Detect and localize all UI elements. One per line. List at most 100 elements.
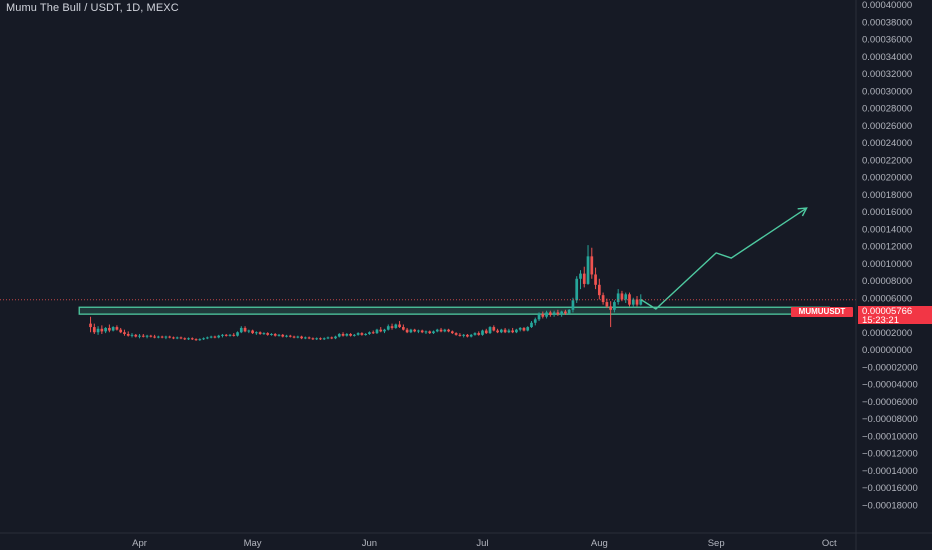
candle [428,330,432,334]
candle-body [368,332,371,334]
candle-body [447,329,450,332]
candle-body [217,335,221,338]
candle [304,336,307,340]
price-tick-label: 0.00022000 [862,155,912,166]
candle [168,335,172,339]
candle-body [601,295,605,303]
candle [262,332,266,335]
candle-body [401,327,405,330]
candle [401,324,405,331]
candle [330,336,334,340]
price-tick-label: −0.00018000 [862,500,918,511]
candle-body [258,332,262,334]
price-tick-label: −0.00008000 [862,414,918,425]
candle [420,329,424,334]
candle-body [522,327,526,331]
candle-body [394,324,398,328]
candle-body [209,336,213,338]
candle [417,329,420,334]
candle-body [567,309,571,314]
candle [334,335,337,340]
candle-body [620,293,624,300]
time-tick-label: Jun [362,538,377,549]
candle-body [255,332,258,334]
candle-body [300,336,303,339]
candle-body [311,338,315,340]
candle [164,335,168,340]
candle-body [496,330,499,333]
candle-body [413,329,417,332]
candle-body [206,337,209,339]
support-zone-rect[interactable] [78,306,830,315]
candle [134,333,138,338]
candle-body [108,327,111,331]
candle-body [379,329,383,332]
candle [232,333,236,337]
candle-body [409,329,413,333]
candle-body [345,333,349,336]
candle-body [172,337,175,339]
candle [149,334,153,338]
candle [206,336,209,340]
price-tick-label: 0.00016000 [862,207,912,218]
candle-body [420,330,424,333]
price-tick-label: −0.00004000 [862,380,918,391]
candle [488,326,492,334]
time-tick-label: May [244,538,262,549]
time-tick-label: Apr [132,538,147,549]
candle [315,337,319,341]
candle-body [153,336,156,338]
candle-body [337,333,341,337]
candle [398,321,401,328]
candle [194,338,198,341]
candle [503,327,507,334]
candle [224,333,228,337]
candle [462,333,466,338]
candle-body [488,327,492,334]
bar-countdown: 15:23:21 [862,315,899,326]
candle-body [530,322,533,328]
candle [469,333,473,338]
candle [394,323,398,329]
candle [567,308,571,315]
candle-body [484,330,488,334]
time-axis[interactable]: Apr May Jun Jul Aug Sep Oct [0,532,932,549]
candle-body [639,299,643,305]
candle-body [432,331,435,334]
candle-body [616,293,620,303]
candle-body [168,336,172,338]
candle [590,247,594,279]
price-tick-label: 0.00026000 [862,121,912,132]
candle-body [319,338,322,340]
candle [183,337,187,341]
candle [141,333,145,338]
candle [221,333,224,338]
candle-body [590,256,594,275]
candle [153,334,156,339]
candle [537,312,541,322]
candle [108,324,111,333]
candle-body [111,327,115,331]
price-tick-label: 0.00032000 [862,69,912,80]
price-tick-label: 0.00006000 [862,293,912,304]
candle [349,333,352,337]
price-axis[interactable]: 0.00040000 0.00038000 0.00036000 0.00034000… [855,0,918,550]
projection-arrow-layer [640,207,808,310]
candle-body [228,334,232,336]
projection-path[interactable] [640,207,808,310]
candle [545,310,548,319]
candle [548,310,552,317]
candle-body [579,273,582,279]
candle-body [586,256,590,284]
candle [492,325,496,332]
candle [175,336,179,340]
price-tick-label: 0.00036000 [862,35,912,46]
candle-body [390,326,394,328]
candle [499,328,503,334]
candle [613,300,616,313]
candle [364,333,368,336]
candle [439,327,443,333]
candle [277,333,281,337]
candle [319,337,322,341]
